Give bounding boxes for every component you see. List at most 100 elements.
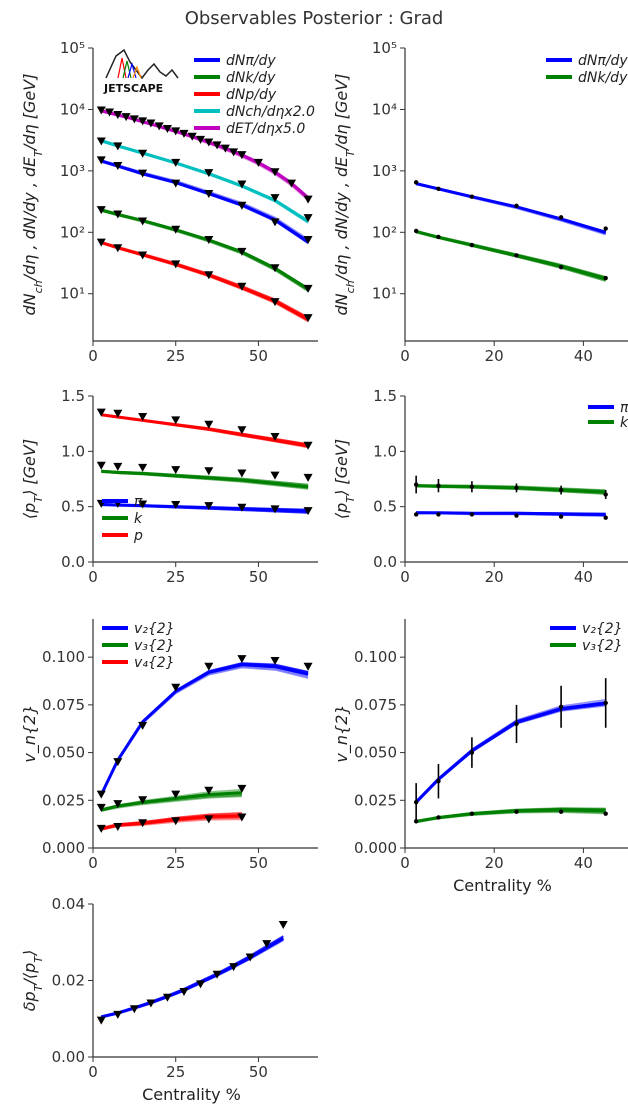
posterior-line-pi xyxy=(415,703,606,804)
data-point xyxy=(413,800,419,805)
data-point xyxy=(154,122,164,131)
x-tick-label: 0 xyxy=(88,568,98,586)
data-point xyxy=(469,484,475,489)
posterior-line-pi xyxy=(100,662,309,795)
posterior-line-pi xyxy=(101,936,284,1018)
y-tick-label: 10² xyxy=(60,223,85,241)
posterior-line-pi xyxy=(415,701,606,804)
data-point xyxy=(287,179,297,188)
data-point xyxy=(270,218,280,227)
posterior-line-pi xyxy=(415,701,606,802)
data-point xyxy=(138,169,148,178)
data-point xyxy=(603,700,608,706)
y-tick-label: 0.050 xyxy=(354,744,397,762)
data-point xyxy=(514,721,519,727)
x-tick-label: 20 xyxy=(485,854,504,872)
posterior-line-ch xyxy=(101,140,309,222)
data-point xyxy=(171,127,181,136)
data-point xyxy=(121,113,131,122)
series-line-ch xyxy=(100,139,309,223)
data-point xyxy=(146,999,156,1008)
y-tick-label: 0.0 xyxy=(373,553,397,571)
y-axis-label: ⟨pT⟩ [GeV] xyxy=(20,439,45,519)
posterior-line-p xyxy=(101,242,309,321)
x-tick-label: 50 xyxy=(249,568,268,586)
y-tick-label: 1.0 xyxy=(373,442,397,460)
posterior-line-p xyxy=(101,241,309,320)
data-point xyxy=(96,824,106,833)
legend-label: v₃{2} xyxy=(134,638,175,654)
data-point xyxy=(204,271,214,280)
data-point xyxy=(187,132,197,141)
data-point xyxy=(303,195,313,204)
jetscape-logo: JETSCAPE xyxy=(103,48,179,95)
y-tick-label: 0.050 xyxy=(42,744,85,762)
data-point xyxy=(469,811,475,816)
posterior-line-pi xyxy=(100,662,309,795)
data-point xyxy=(303,235,313,244)
y-tick-label: 10⁵ xyxy=(372,39,397,57)
data-point xyxy=(603,275,608,281)
data-point xyxy=(514,253,519,258)
data-point xyxy=(262,940,272,949)
legend-label: p xyxy=(133,528,143,544)
y-tick-label: 10² xyxy=(372,223,397,241)
y-tick-label: 0.100 xyxy=(42,648,85,666)
data-point xyxy=(436,186,441,192)
data-point xyxy=(603,811,608,816)
data-point xyxy=(413,512,419,517)
posterior-line-ch xyxy=(101,139,309,223)
x-tick-label: 25 xyxy=(166,347,185,365)
data-point xyxy=(270,168,280,177)
data-point xyxy=(146,119,156,128)
data-point xyxy=(270,432,280,441)
series-line-et xyxy=(100,109,310,200)
posterior-line-pi xyxy=(100,666,309,796)
posterior-line-pi xyxy=(101,937,284,1018)
legend-label: dET/dηx5.0 xyxy=(226,121,305,137)
data-point xyxy=(204,420,214,429)
posterior-line-p xyxy=(101,242,309,320)
posterior-line-pi xyxy=(101,937,284,1019)
data-point xyxy=(558,215,564,220)
data-point xyxy=(113,823,123,832)
y-tick-label: 0.5 xyxy=(61,498,85,516)
y-axis-label: dNch/dη , dN/dy , dET/dη [GeV] xyxy=(332,74,357,316)
data-point xyxy=(171,683,181,692)
data-point xyxy=(436,483,441,488)
posterior-line-pi xyxy=(415,703,606,803)
data-point xyxy=(138,149,148,158)
y-tick-label: 0.000 xyxy=(354,839,397,857)
data-point xyxy=(162,125,172,134)
data-point xyxy=(413,180,419,185)
series-line-pi xyxy=(99,663,309,796)
series-line-pi xyxy=(416,511,606,516)
data-point xyxy=(514,485,519,491)
posterior-line-pi xyxy=(100,663,309,794)
y-tick-label: 10⁴ xyxy=(372,100,397,118)
data-point xyxy=(96,156,106,165)
data-point xyxy=(603,515,608,520)
data-point xyxy=(237,784,247,793)
data-point xyxy=(138,796,148,805)
data-point xyxy=(196,135,206,144)
data-point xyxy=(96,106,106,115)
x-tick-label: 20 xyxy=(485,568,504,586)
data-point xyxy=(171,225,181,234)
x-tick-label: 40 xyxy=(574,347,593,365)
posterior-line-pi xyxy=(415,701,606,802)
data-point xyxy=(171,790,181,799)
logo-text: JETSCAPE xyxy=(103,82,163,95)
series-line-p xyxy=(100,241,309,321)
posterior-line-ch xyxy=(101,139,309,222)
y-tick-label: 0.5 xyxy=(373,498,397,516)
data-point xyxy=(436,815,441,820)
y-tick-label: 10³ xyxy=(60,162,85,180)
y-tick-label: 0.0 xyxy=(61,553,85,571)
data-point xyxy=(237,426,247,435)
y-tick-label: 0.100 xyxy=(354,648,397,666)
posterior-line-ch xyxy=(101,140,309,224)
x-tick-label: 0 xyxy=(88,347,98,365)
posterior-line-pi xyxy=(415,699,606,803)
